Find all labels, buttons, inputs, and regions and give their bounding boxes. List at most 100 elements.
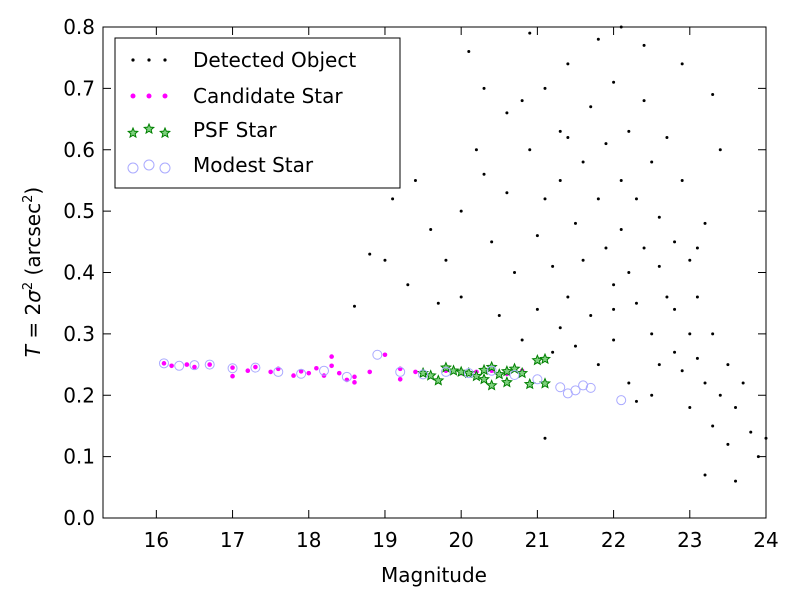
- detected-object-point: [528, 31, 532, 35]
- candidate-star-point: [397, 376, 403, 382]
- detected-object-point: [665, 295, 669, 299]
- detected-object-point: [695, 295, 699, 299]
- detected-object-point: [413, 178, 417, 182]
- legend-label-modest: Modest Star: [193, 153, 314, 177]
- modest-star-point: [319, 365, 329, 376]
- modest-star-point: [463, 368, 474, 379]
- detected-object-point: [703, 381, 707, 385]
- detected-object-point: [726, 363, 730, 367]
- detected-object-point: [436, 301, 440, 305]
- detected-object-point: [665, 135, 669, 139]
- candidate-star-point: [382, 352, 388, 358]
- detected-object-point: [612, 338, 616, 342]
- detected-object-point: [535, 234, 539, 238]
- detected-object-point: [543, 436, 547, 440]
- detected-object-point: [558, 326, 562, 330]
- detected-object-point: [596, 197, 600, 201]
- legend-marker-modest: [127, 159, 171, 174]
- modest-star-point: [532, 374, 543, 385]
- legend-label-detected: Detected Object: [193, 48, 356, 72]
- legend-marker-candidate: [130, 93, 168, 99]
- detected-object-point: [429, 228, 433, 232]
- detected-object-point: [513, 271, 517, 274]
- candidate-star-point: [306, 370, 312, 376]
- detected-object-point: [711, 332, 715, 336]
- candidate-star-point: [352, 380, 357, 385]
- modest-star-point: [158, 358, 169, 369]
- modest-star-point: [204, 359, 215, 370]
- detected-object-point: [619, 178, 623, 182]
- psf-star-point: [500, 365, 513, 377]
- modest-star-point: [250, 362, 261, 373]
- y-tick-label: 0.4: [63, 261, 95, 285]
- detected-object-point: [634, 399, 638, 403]
- y-tick-label: 0.6: [63, 138, 95, 162]
- psf-star-point: [432, 374, 445, 386]
- modest-star-point: [273, 366, 284, 377]
- candidate-star-point: [413, 369, 418, 375]
- detected-object-point: [627, 271, 631, 274]
- detected-object-point: [627, 129, 631, 133]
- detected-object-point: [627, 381, 631, 385]
- detected-object-point: [444, 258, 448, 262]
- detected-object-point: [634, 197, 638, 201]
- detected-object-point: [718, 393, 722, 397]
- detected-object-point: [596, 37, 600, 41]
- candidate-star-point: [161, 361, 167, 366]
- detected-object-point: [650, 393, 654, 397]
- detected-object-point: [551, 264, 555, 268]
- data-marks: [158, 25, 768, 483]
- candidate-star-point: [336, 370, 342, 376]
- y-tick-label: 0.0: [63, 506, 95, 530]
- candidate-star-point: [291, 373, 296, 378]
- psf-star-point: [538, 352, 552, 365]
- detected-object-point: [352, 304, 356, 308]
- detected-object-point: [573, 221, 577, 225]
- psf-star-point: [478, 372, 491, 385]
- detected-object-point: [650, 332, 654, 336]
- psf-star-point: [485, 379, 498, 391]
- detected-object-point: [474, 148, 478, 152]
- x-axis-label: Magnitude: [381, 563, 487, 587]
- detected-object-point: [673, 350, 677, 354]
- detected-object-point: [711, 93, 715, 97]
- detected-object-point: [695, 356, 699, 360]
- detected-object-point: [490, 240, 494, 244]
- detected-object-point: [764, 436, 768, 440]
- detected-object-point: [657, 215, 661, 219]
- detected-object-point: [528, 148, 532, 152]
- candidate-star-point: [192, 364, 197, 370]
- y-axis-label: T = 2σ2 (arcsec2): [21, 187, 45, 357]
- detected-object-point: [596, 363, 600, 367]
- detected-object-point: [634, 301, 638, 305]
- detected-object-point: [688, 258, 692, 262]
- detected-object-point: [734, 406, 738, 410]
- detected-object-point: [680, 62, 684, 66]
- modest-star-point: [440, 366, 451, 377]
- modest-star-point: [296, 368, 307, 379]
- x-tick-label: 21: [525, 528, 550, 552]
- axis-ticks: 16 17 18 19 20 21 22 23 24 0.0 0.1 0.2 0.3 0.4 0.5 0.6 0…: [63, 15, 779, 552]
- candidate-star-point: [329, 363, 334, 369]
- detected-object-point: [543, 197, 547, 201]
- detected-object-point: [459, 209, 463, 213]
- detected-object-point: [650, 160, 654, 164]
- modest-star-point: [395, 366, 406, 377]
- detected-object-point: [642, 43, 646, 47]
- candidate-star-point: [207, 362, 212, 367]
- detected-object-point: [657, 264, 661, 268]
- detected-object-point: [581, 258, 585, 262]
- x-tick-label: 20: [448, 528, 473, 552]
- legend-star-icon: [159, 126, 171, 139]
- detected-object-point: [711, 424, 715, 428]
- detected-object-point: [680, 178, 684, 182]
- candidate-star-point: [298, 369, 304, 374]
- x-tick-label: 17: [220, 528, 245, 552]
- detected-object-point: [612, 307, 616, 311]
- y-tick-label: 0.2: [63, 383, 95, 407]
- detected-object-point: [482, 172, 486, 176]
- candidate-star-point: [367, 369, 373, 375]
- detected-object-point: [581, 160, 585, 164]
- detected-object-point: [612, 80, 616, 84]
- detected-object-point: [703, 221, 707, 225]
